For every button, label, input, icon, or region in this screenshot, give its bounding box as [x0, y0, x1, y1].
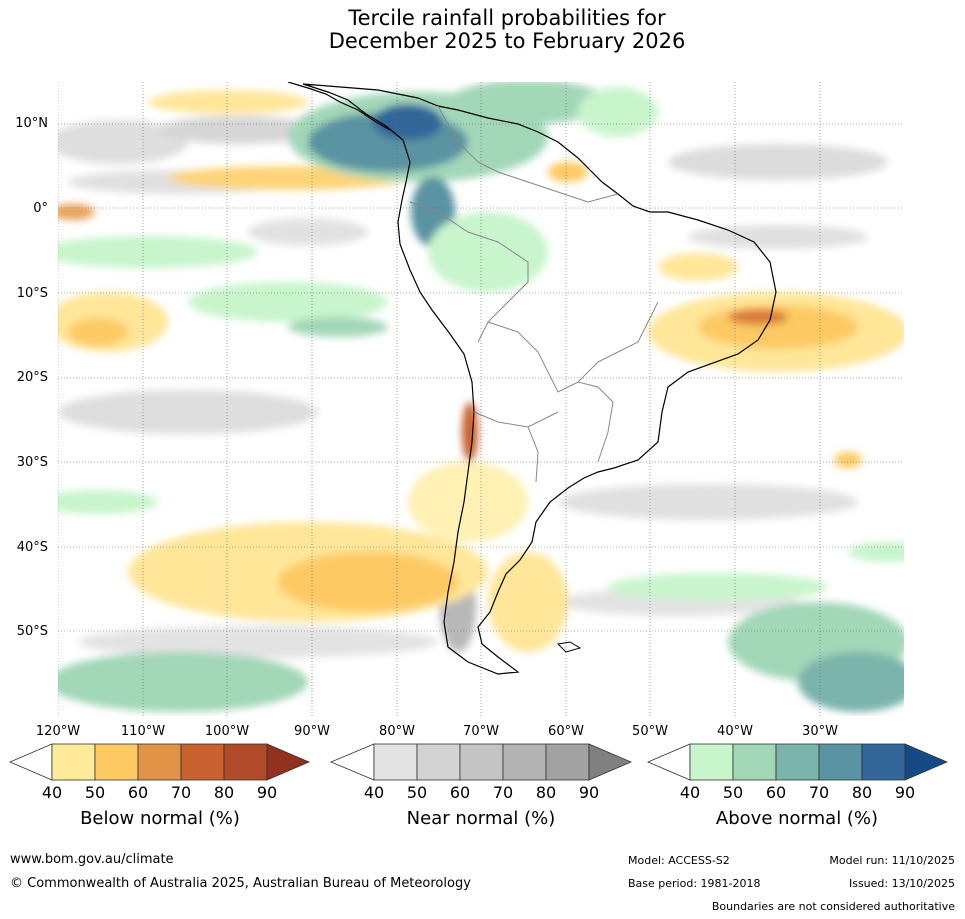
- lat-label-40s: 40°S: [16, 540, 48, 555]
- tick-label: 60: [449, 783, 471, 802]
- lon-label-30w: 30°W: [802, 724, 838, 739]
- near-segment-1: [373, 743, 418, 781]
- below-segment-2: [94, 743, 139, 781]
- tick-label: 50: [722, 783, 744, 802]
- lat-label-30s: 30°S: [16, 455, 48, 470]
- tick-label: 40: [41, 783, 63, 802]
- lon-label-100w: 100°W: [204, 724, 250, 739]
- lon-label-80w: 80°W: [379, 724, 415, 739]
- near-segment-2: [416, 743, 461, 781]
- below-segment-3: [137, 743, 182, 781]
- above-segment-3: [775, 743, 820, 781]
- lat-label-20s: 20°S: [16, 370, 48, 385]
- footer-issued: Issued: 13/10/2025: [848, 877, 955, 890]
- tick-label: 80: [213, 783, 235, 802]
- footer-model-run: Model run: 11/10/2025: [829, 854, 955, 867]
- tick-label: 90: [894, 783, 916, 802]
- tick-label: 80: [535, 783, 557, 802]
- above-segment-5: [861, 743, 906, 781]
- lat-label-0: 0°: [33, 201, 48, 216]
- map-title-line-1: Tercile rainfall probabilities for: [348, 6, 666, 30]
- footer-copyright: © Commonwealth of Australia 2025, Austra…: [10, 876, 471, 891]
- tick-label: 50: [406, 783, 428, 802]
- tick-label: 90: [578, 783, 600, 802]
- near-segment-4: [502, 743, 547, 781]
- lon-label-60w: 60°W: [548, 724, 584, 739]
- footer-disclaimer: Boundaries are not considered authoritat…: [711, 900, 955, 913]
- near-segment-3: [459, 743, 504, 781]
- near-segment-0: [329, 743, 375, 781]
- tick-label: 70: [170, 783, 192, 802]
- near-normal-title: Near normal (%): [406, 808, 556, 829]
- tick-label: 80: [851, 783, 873, 802]
- lat-label-10n: 10°N: [15, 116, 48, 131]
- tick-label: 40: [679, 783, 701, 802]
- lat-label-50s: 50°S: [16, 624, 48, 639]
- below-segment-1: [51, 743, 96, 781]
- below-normal-colorbar: [8, 743, 311, 781]
- tick-label: 60: [127, 783, 149, 802]
- tick-label: 40: [363, 783, 385, 802]
- footer-base-period: Base period: 1981-2018: [628, 877, 761, 890]
- tick-label: 70: [492, 783, 514, 802]
- map-title-line-2: December 2025 to February 2026: [328, 29, 686, 53]
- above-segment-4: [818, 743, 863, 781]
- footer-model: Model: ACCESS-S2: [628, 854, 730, 867]
- lon-label-40w: 40°W: [717, 724, 753, 739]
- lon-label-110w: 110°W: [120, 724, 166, 739]
- tick-label: 50: [84, 783, 106, 802]
- below-segment-0: [8, 743, 53, 781]
- below-segment-6: [266, 743, 311, 781]
- tick-label: 90: [256, 783, 278, 802]
- lon-label-50w: 50°W: [632, 724, 668, 739]
- lat-label-10s: 10°S: [16, 286, 48, 301]
- lon-label-70w: 70°W: [463, 724, 499, 739]
- near-segment-5: [545, 743, 590, 781]
- tick-label: 60: [765, 783, 787, 802]
- below-normal-title: Below normal (%): [80, 808, 240, 829]
- above-segment-2: [732, 743, 777, 781]
- footer-url[interactable]: www.bom.gov.au/climate: [10, 852, 174, 867]
- above-normal-title: Above normal (%): [715, 808, 879, 829]
- tick-label: 70: [808, 783, 830, 802]
- below-segment-5: [223, 743, 268, 781]
- rainfall-probability-map: [58, 82, 904, 716]
- near-segment-6: [588, 743, 633, 781]
- above-segment-6: [904, 743, 949, 781]
- lon-label-120w: 120°W: [35, 724, 81, 739]
- near-normal-colorbar: [329, 743, 633, 781]
- lon-label-90w: 90°W: [294, 724, 330, 739]
- above-normal-colorbar: [646, 743, 949, 781]
- below-segment-4: [180, 743, 225, 781]
- above-segment-1: [689, 743, 734, 781]
- above-segment-0: [646, 743, 691, 781]
